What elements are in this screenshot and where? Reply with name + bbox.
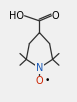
Text: •: •: [45, 76, 50, 85]
Text: N: N: [36, 63, 43, 73]
Text: HO: HO: [9, 11, 24, 21]
Text: O: O: [36, 76, 43, 86]
Text: O: O: [52, 11, 60, 21]
